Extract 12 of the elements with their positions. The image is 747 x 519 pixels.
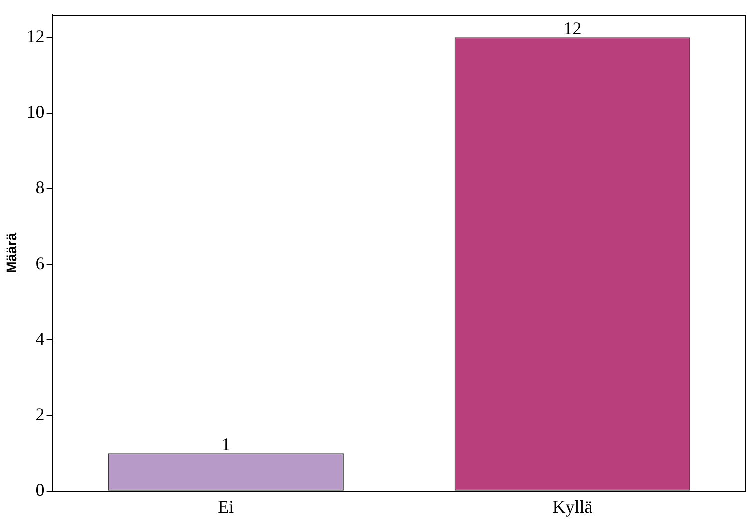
y-axis-title: Määrä [3, 232, 20, 274]
y-tick-label: 10 [26, 102, 45, 122]
y-tick-label: 0 [36, 480, 45, 500]
x-tick-label: Kyllä [552, 496, 593, 517]
y-tick-label: 2 [36, 404, 45, 425]
data-label: 1 [222, 434, 231, 454]
y-tick-label: 8 [36, 178, 45, 198]
x-tick-label: Ei [218, 496, 234, 517]
y-tick-label: 12 [26, 26, 45, 46]
y-tick-label: 4 [36, 328, 45, 349]
y-tick-label: 6 [36, 253, 45, 274]
data-label: 12 [564, 18, 582, 38]
